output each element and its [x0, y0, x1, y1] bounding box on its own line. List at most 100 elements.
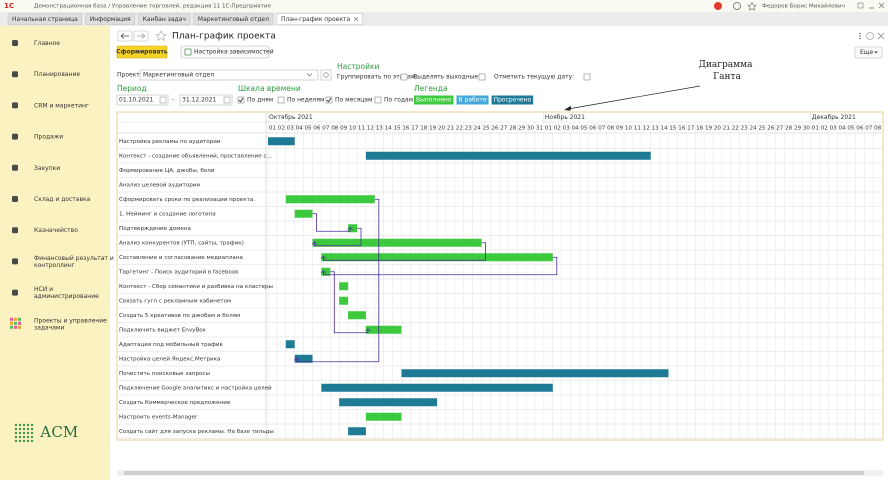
sidebar-item[interactable]: Закупки	[12, 164, 60, 171]
tab-close[interactable]	[353, 16, 359, 22]
sidebar-item[interactable]: Главное	[12, 40, 60, 47]
project-field[interactable]	[139, 69, 319, 81]
day-label: 12	[643, 126, 650, 132]
dependencies-button[interactable]	[180, 45, 270, 59]
sidebar-item[interactable]: CRM и маркетинг	[12, 102, 89, 109]
task-bar[interactable]	[348, 224, 357, 233]
close-icon[interactable]	[878, 2, 885, 9]
sidebar-item[interactable]: Планирование	[12, 71, 80, 78]
sidebar-label: CRM и маркетинг	[34, 102, 89, 109]
task-bar[interactable]	[321, 383, 553, 392]
project-dropdown-icon[interactable]	[306, 73, 313, 77]
day-label: 19	[705, 126, 713, 132]
day-label: 22	[456, 126, 463, 132]
task-bar[interactable]	[321, 253, 553, 262]
sidebar-label: Склад и доставка	[34, 196, 91, 203]
checkbox[interactable]	[374, 96, 382, 104]
checkbox[interactable]	[583, 73, 591, 81]
task-name: Настроить events-Manager	[119, 414, 198, 420]
logo-dot	[26, 435, 30, 439]
task-bar[interactable]	[348, 427, 366, 436]
annotation-arrowhead	[564, 105, 571, 111]
task-bar[interactable]	[365, 151, 651, 160]
task-bar[interactable]	[348, 311, 366, 320]
task-bar[interactable]	[339, 282, 349, 291]
scale-option-label: По дням	[247, 97, 273, 104]
day-label: 07	[865, 126, 873, 132]
task-bar[interactable]	[339, 398, 438, 407]
tab[interactable]: Маркетинговый отдел	[193, 13, 274, 25]
task-bar[interactable]	[312, 238, 482, 247]
day-label: 25	[482, 126, 490, 132]
legend-label: Выполнено	[416, 97, 452, 104]
task-bar[interactable]	[321, 267, 331, 276]
checkbox[interactable]	[325, 96, 333, 104]
task-bar[interactable]	[339, 296, 349, 305]
tab[interactable]: План-график проекта	[276, 13, 363, 25]
sidebar-label: Закупки	[34, 164, 60, 171]
task-bar[interactable]	[401, 369, 669, 378]
notification-icon[interactable]	[714, 2, 722, 10]
task-bar[interactable]	[365, 325, 402, 334]
day-label: 19	[429, 126, 437, 132]
logo-dot	[14, 435, 18, 439]
dependency-arrow	[365, 328, 371, 332]
menu-dot[interactable]	[859, 37, 861, 40]
form-close-icon[interactable]	[877, 32, 885, 40]
help-icon[interactable]	[866, 32, 874, 40]
tab[interactable]: Начальная страница	[7, 13, 83, 25]
sidebar-item[interactable]: Проекты и управление задачами	[10, 317, 109, 331]
task-name: Настройка целей Яндекс.Метрика	[119, 355, 220, 362]
sidebar-label: Главное	[34, 40, 60, 47]
more-button-label: Еще	[860, 49, 873, 56]
checkbox[interactable]	[478, 73, 486, 81]
menu-dot[interactable]	[859, 32, 861, 35]
sidebar-items: Главное Планирование CRM и маркетинг Продаж…	[10, 40, 116, 331]
generate-button[interactable]	[116, 45, 168, 59]
user-name[interactable]: Федоров Борис Михайлович	[762, 3, 845, 10]
project-open-button[interactable]	[320, 69, 332, 81]
day-label: 20	[438, 126, 446, 132]
sidebar-item[interactable]: Склад и доставка	[12, 196, 91, 203]
period-from-field[interactable]	[116, 94, 169, 106]
scale-option-label: По неделям	[287, 97, 325, 104]
day-label: 17	[687, 126, 695, 132]
sidebar-item[interactable]: Продажи	[12, 133, 63, 140]
checkbox[interactable]	[237, 96, 245, 104]
tab[interactable]: Канбан задач	[138, 13, 191, 25]
dependency-arrow	[320, 270, 327, 274]
settings-icon[interactable]	[857, 2, 864, 9]
favorite-star[interactable]	[155, 30, 167, 41]
day-label: 18	[420, 126, 428, 132]
calendar-icon[interactable]	[159, 96, 167, 104]
task-bar[interactable]	[285, 340, 295, 349]
sidebar-item[interactable]: Казначейство	[12, 227, 78, 234]
sidebar-item[interactable]: НСИ и администрирование	[12, 286, 99, 300]
task-bar[interactable]	[285, 195, 375, 204]
task-bar[interactable]	[268, 137, 295, 146]
task-name: Почистить поисковые запросы	[119, 371, 210, 377]
checkbox[interactable]	[400, 73, 408, 81]
logo-mark	[14, 423, 34, 443]
tab[interactable]: Информация	[85, 13, 135, 25]
favorites-icon[interactable]	[747, 1, 757, 11]
task-bar[interactable]	[294, 209, 313, 218]
legend-chip	[456, 95, 489, 105]
sidebar-icon	[18, 321, 21, 325]
more-button[interactable]	[854, 46, 883, 59]
day-label: 24	[474, 126, 482, 132]
history-icon[interactable]	[733, 2, 741, 10]
scrollbar-thumb[interactable]	[124, 471, 864, 475]
checkbox[interactable]	[277, 96, 285, 104]
task-bar[interactable]	[294, 354, 313, 363]
period-to-field[interactable]	[179, 94, 233, 106]
day-label: 12	[367, 126, 374, 132]
menu-dot[interactable]	[859, 35, 861, 37]
calendar-icon[interactable]	[223, 96, 231, 104]
day-label: 14	[385, 126, 393, 132]
dependencies-button-label: Настройка зависимостей	[194, 49, 274, 56]
task-name: Составление и согласование медиаплана	[119, 255, 243, 261]
task-bar[interactable]	[365, 412, 402, 421]
sidebar-item[interactable]: Финансовый результат и контроллинг	[12, 254, 116, 268]
